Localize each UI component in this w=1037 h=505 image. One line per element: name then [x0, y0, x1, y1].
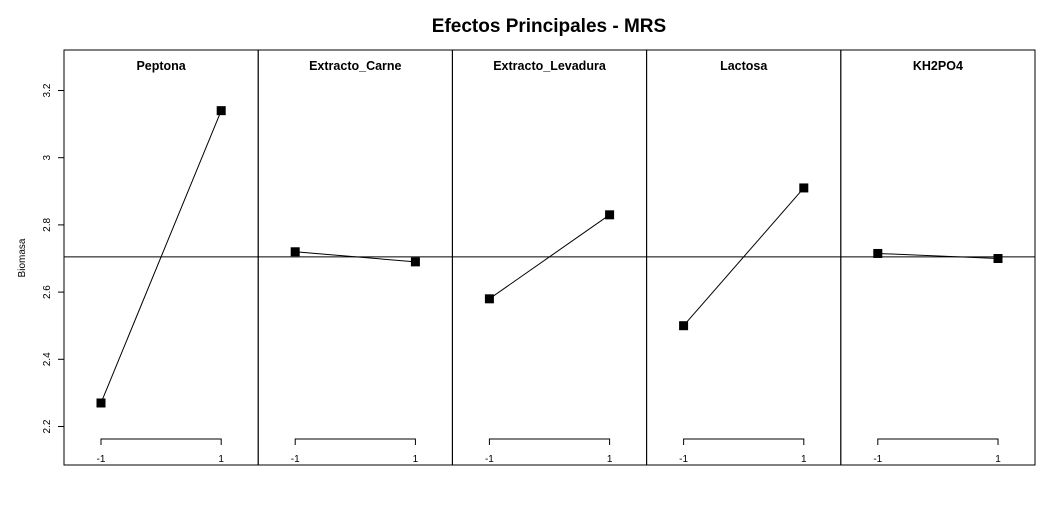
- x-tick-label: 1: [995, 454, 1001, 465]
- x-tick-label: 1: [218, 454, 224, 465]
- data-point: [216, 106, 226, 116]
- panel-title: Peptona: [136, 59, 186, 73]
- effect-line: [877, 252, 999, 259]
- x-axis: [488, 438, 611, 445]
- x-axis: [100, 438, 222, 445]
- panel-kh2po4: KH2PO4 -1 1: [840, 49, 1036, 466]
- panel-frame: [257, 49, 453, 466]
- panel-title: Lactosa: [720, 59, 768, 73]
- data-point: [96, 398, 106, 408]
- effect-line: [100, 110, 222, 404]
- y-tick-label: 2.2: [42, 419, 53, 433]
- y-axis: 2.2 2.4 2.6 2.8 3 3.2: [42, 83, 64, 433]
- x-tick-label: -1: [679, 454, 688, 465]
- x-tick-label: -1: [97, 454, 106, 465]
- x-axis: [877, 438, 999, 445]
- panel-lactosa: Lactosa -1 1: [646, 49, 842, 466]
- x-tick-label: -1: [873, 454, 882, 465]
- panel-frame: [840, 49, 1036, 466]
- panel-title: KH2PO4: [913, 59, 963, 73]
- y-tick-label: 2.6: [42, 285, 53, 299]
- data-point: [410, 257, 420, 267]
- x-axis: [294, 438, 416, 445]
- x-axis: [683, 438, 805, 445]
- y-tick-label: 2.8: [42, 218, 53, 232]
- panel-title: Extracto_Carne: [309, 59, 401, 73]
- y-tick-label: 3.2: [42, 83, 53, 97]
- x-tick-label: 1: [801, 454, 807, 465]
- panel-peptona: Peptona -1 1: [63, 49, 259, 466]
- data-point: [290, 247, 300, 257]
- effect-line: [295, 251, 416, 263]
- data-point: [873, 248, 883, 258]
- x-tick-label: 1: [607, 454, 613, 465]
- effect-line: [683, 187, 805, 327]
- y-tick-label: 3: [42, 154, 53, 160]
- effect-line: [489, 214, 610, 300]
- panel-title: Extracto_Levadura: [493, 59, 607, 73]
- chart-title: Efectos Principales - MRS: [432, 16, 666, 37]
- data-point: [679, 321, 689, 331]
- x-tick-label: 1: [413, 454, 419, 465]
- data-point: [484, 294, 494, 304]
- data-point: [605, 210, 615, 220]
- data-point: [993, 254, 1003, 263]
- y-axis-label: Biomasa: [17, 238, 28, 277]
- panel-frame: [451, 49, 648, 466]
- y-tick-label: 2.4: [42, 352, 53, 366]
- panel-extracto-carne: Extracto_Carne -1 1: [257, 49, 453, 466]
- x-tick-label: -1: [291, 454, 300, 465]
- panel-extracto-levadura: Extracto_Levadura -1 1: [451, 49, 648, 466]
- x-tick-label: -1: [485, 454, 494, 465]
- data-point: [799, 183, 809, 193]
